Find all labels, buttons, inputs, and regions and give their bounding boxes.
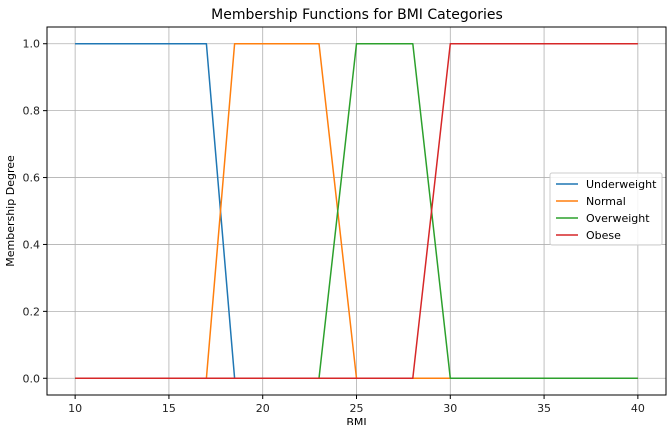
legend: Underweight Normal Overweight Obese bbox=[549, 172, 663, 246]
x-axis-label: BMI bbox=[346, 416, 366, 425]
legend-label: Obese bbox=[586, 229, 621, 242]
y-tick-label: 0.0 bbox=[23, 372, 41, 385]
y-tick-label: 0.8 bbox=[23, 105, 41, 118]
x-tick-label: 25 bbox=[350, 402, 364, 415]
x-tick-label: 10 bbox=[68, 402, 82, 415]
legend-label: Overweight bbox=[586, 212, 650, 225]
legend-label: Normal bbox=[586, 195, 626, 208]
y-tick-label: 0.6 bbox=[23, 172, 41, 185]
y-axis-label: Membership Degree bbox=[4, 155, 17, 267]
y-tick-label: 0.4 bbox=[23, 238, 41, 251]
legend-label: Underweight bbox=[586, 178, 657, 191]
series-line-obese bbox=[75, 42, 638, 380]
legend-box bbox=[549, 172, 663, 246]
x-tick-label: 40 bbox=[631, 402, 645, 415]
y-tick-label: 1.0 bbox=[23, 38, 41, 51]
x-tick-label: 30 bbox=[443, 402, 457, 415]
series-lines bbox=[75, 42, 638, 380]
x-tick-label: 20 bbox=[256, 402, 270, 415]
x-tick-label: 15 bbox=[162, 402, 176, 415]
chart-title: Membership Functions for BMI Categories bbox=[211, 7, 503, 23]
y-tick-label: 0.2 bbox=[23, 305, 41, 318]
x-tick-label: 35 bbox=[537, 402, 551, 415]
axis-ticks: 10 15 20 25 30 35 40 0.0 0.2 0.4 0.6 0.8 1.0 bbox=[23, 38, 645, 415]
